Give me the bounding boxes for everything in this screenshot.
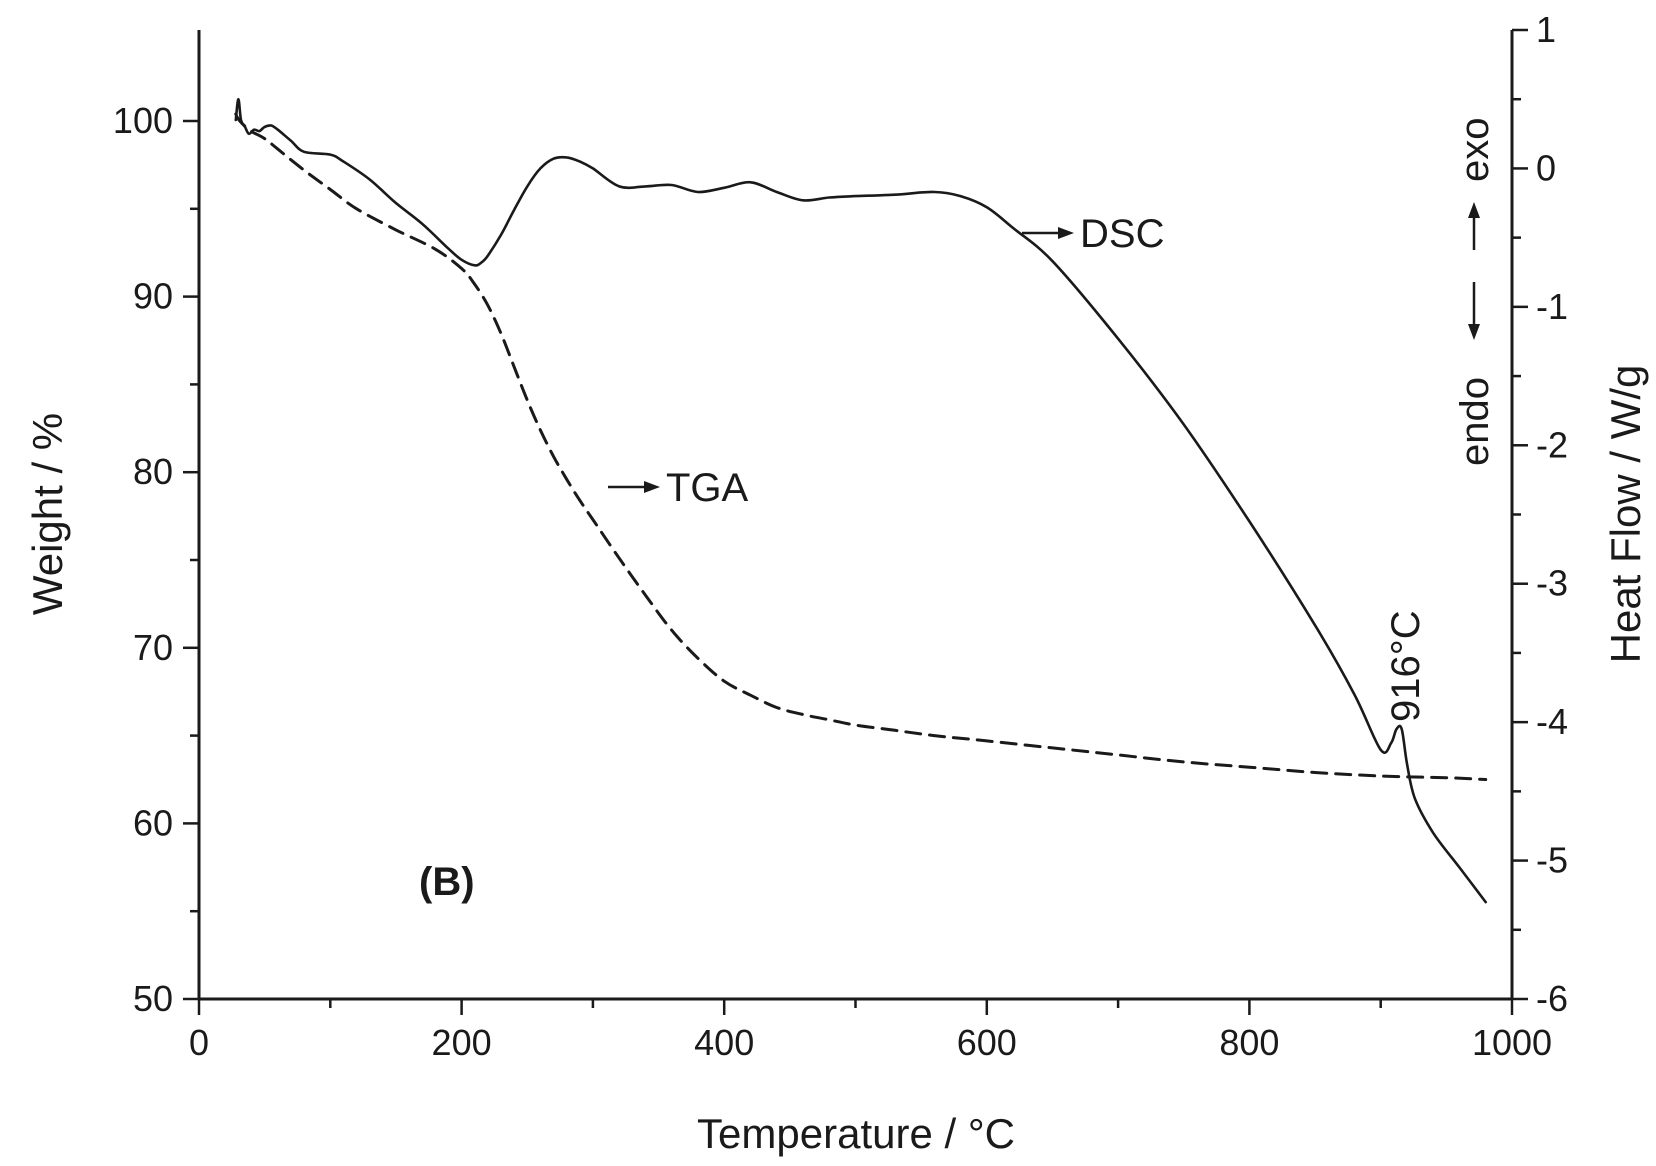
tga-label: TGA xyxy=(666,466,749,510)
plot-frame xyxy=(197,30,1514,1001)
endo-label: endo xyxy=(1453,377,1497,466)
tga-arrow-head xyxy=(644,481,660,493)
y-left-tick-label: 50 xyxy=(133,978,173,1019)
y-left-tick-label: 80 xyxy=(133,451,173,492)
x-tick-label: 0 xyxy=(189,1022,209,1063)
exo-endo-indicator: exo endo xyxy=(1453,118,1497,467)
tick-layer: 0 200 400 600 800 1000 50 60 70 80 90 100 -6 -5 -4 -3 -2… xyxy=(113,9,1568,1063)
x-tick-label: 200 xyxy=(432,1022,492,1063)
y-left-tick-label: 100 xyxy=(113,100,173,141)
exo-label: exo xyxy=(1453,118,1497,183)
y-right-tick-label: -4 xyxy=(1536,701,1568,742)
y-right-tick-label: -6 xyxy=(1536,978,1568,1019)
y-left-tick-label: 90 xyxy=(133,276,173,317)
endo-arrow-head xyxy=(1468,324,1480,340)
series-line-tga xyxy=(234,112,1488,781)
x-tick-label: 600 xyxy=(957,1022,1017,1063)
y-left-tick-label: 60 xyxy=(133,802,173,843)
dsc-label: DSC xyxy=(1080,212,1164,256)
x-tick-label: 1000 xyxy=(1472,1022,1552,1063)
x-tick-label: 800 xyxy=(1219,1022,1279,1063)
exo-arrow-head xyxy=(1468,202,1480,218)
tga-annotation: TGA xyxy=(608,466,749,510)
y-left-axis-title: Weight / % xyxy=(24,413,71,615)
series-line-dsc xyxy=(234,97,1487,904)
y-right-axis-title: Heat Flow / W/g xyxy=(1602,365,1649,664)
panel-label: (B) xyxy=(419,860,475,904)
y-right-tick-label: -2 xyxy=(1536,424,1568,465)
dsc-annotation: DSC xyxy=(1022,212,1164,256)
y-right-tick-label: -3 xyxy=(1536,563,1568,604)
peak-temperature-label: 916°C xyxy=(1384,610,1428,722)
x-tick-label: 400 xyxy=(694,1022,754,1063)
dsc-arrow-head xyxy=(1058,227,1074,239)
y-right-tick-label: 0 xyxy=(1536,147,1556,188)
y-right-tick-label: -1 xyxy=(1536,286,1568,327)
x-axis-title: Temperature / °C xyxy=(697,1110,1015,1157)
y-right-tick-label: -5 xyxy=(1536,840,1568,881)
y-left-tick-label: 70 xyxy=(133,627,173,668)
y-right-tick-label: 1 xyxy=(1536,9,1556,50)
